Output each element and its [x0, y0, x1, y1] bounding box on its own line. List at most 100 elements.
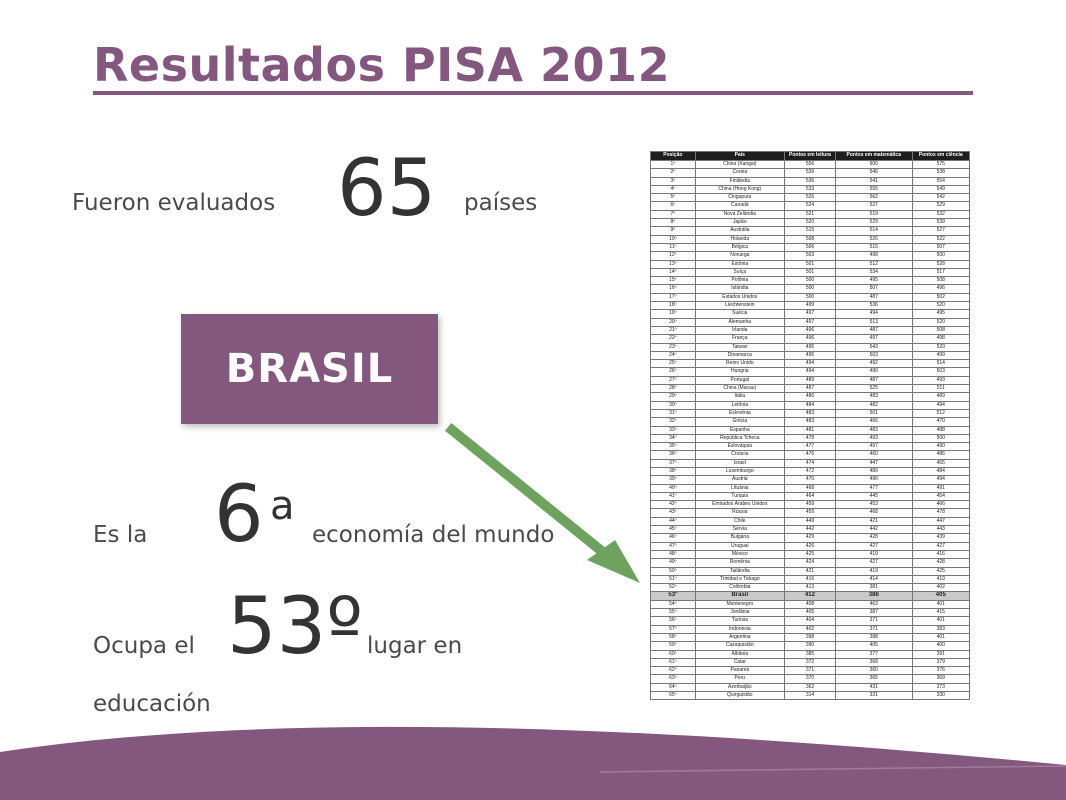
table-cell: 447: [911, 516, 971, 527]
table-row: 21º Irlanda 496 487 508: [650, 325, 971, 336]
table-row: 45º Sérvia 442 442 443: [650, 525, 971, 535]
table-cell: China (Macau): [694, 383, 785, 394]
table-cell: 532: [911, 209, 971, 220]
table-cell: 472: [783, 466, 837, 477]
table-cell: 496: [911, 284, 971, 294]
table-cell: 425: [783, 549, 837, 560]
table-row: 49º Romênia 424 427 428: [650, 558, 971, 568]
table-cell: 539: [783, 168, 837, 178]
table-cell: Japão: [694, 218, 785, 228]
table-cell: 556: [783, 159, 837, 170]
table-cell: 498: [911, 334, 971, 344]
table-cell: 501: [783, 267, 837, 278]
table-row: 4º China (Hong Kong) 533 555 549: [650, 184, 971, 195]
table-cell: 402: [783, 624, 837, 634]
table-row: 55º Jordânia 405 387 415: [650, 608, 971, 618]
table-cell: 489: [783, 375, 837, 386]
table-cell: Jordânia: [694, 608, 785, 618]
table-row: 48º México 425 419 416: [650, 549, 971, 560]
table-cell: Letônia: [694, 400, 785, 410]
table-row: 65º Quirguistão 314 331 330: [650, 690, 971, 701]
table-cell: 488: [911, 425, 971, 435]
table-row: 10º Holanda 508 526 522: [650, 234, 971, 244]
table-cell: 497: [783, 309, 837, 319]
table-cell: Montenegro: [694, 599, 785, 610]
table-row: 26º Hungria 494 490 503: [650, 367, 971, 377]
table-cell: Holanda: [694, 234, 785, 244]
table-cell: 439: [911, 533, 971, 543]
table-cell: 474: [783, 458, 837, 469]
table-cell: Áustria: [694, 475, 785, 485]
table-cell: Colômbia: [694, 583, 785, 593]
table-cell: 383: [911, 624, 971, 634]
table-cell: 443: [911, 525, 971, 535]
table-cell: 459: [783, 500, 837, 510]
table-row: 5º Cingapura 526 562 542: [650, 193, 971, 203]
table-row: 9º Austrália 515 514 527: [650, 226, 971, 236]
table-cell: 491: [911, 483, 971, 493]
table-cell: Portugal: [694, 375, 785, 386]
table-cell: Tunísia: [694, 616, 785, 626]
table-cell: China (Hong Kong): [694, 184, 785, 195]
table-row: 13º Estônia 501 512 528: [650, 259, 971, 269]
table-cell: 468: [783, 483, 837, 493]
table-row: 28º China (Macau) 487 525 511: [650, 383, 971, 394]
table-cell: 501: [783, 259, 837, 269]
table-cell: Estados Unidos: [694, 292, 785, 303]
table-cell: 425: [911, 566, 971, 576]
table-cell: 521: [783, 209, 837, 220]
education-rank: 53º: [227, 582, 364, 672]
economy-rank-superscript: a: [270, 483, 295, 529]
table-cell: 514: [911, 359, 971, 369]
table-cell: 398: [783, 632, 837, 643]
table-cell: 426: [783, 541, 837, 551]
table-row: 18º Liechtenstein 499 536 520: [650, 301, 971, 311]
table-cell: 330: [911, 690, 971, 701]
table-cell: Finlândia: [694, 176, 785, 186]
title-underline: [93, 91, 973, 95]
wave-line: [599, 765, 1066, 773]
table-cell: 489: [911, 392, 971, 402]
table-cell: 421: [783, 566, 837, 576]
table-cell: Bulgária: [694, 533, 785, 543]
table-cell: 410: [911, 574, 971, 585]
table-cell: Israel: [694, 458, 785, 469]
table-row: 42º Emirados Árabes Unidos 459 453 466: [650, 500, 971, 510]
table-cell: 536: [783, 176, 837, 186]
table-cell: Hungria: [694, 367, 785, 377]
table-row: 39º Áustria 470 496 494: [650, 475, 971, 485]
table-row: 17º Estados Unidos 500 487 502: [650, 292, 971, 303]
education-prefix: Ocupa el: [93, 633, 195, 659]
table-cell: 412: [783, 591, 837, 601]
economy-rank: 6: [214, 470, 264, 560]
table-cell: 449: [783, 516, 837, 527]
table-cell: Polônia: [694, 276, 785, 286]
table-cell: 500: [911, 433, 971, 444]
table-row: 57º Indonésia 402 371 383: [650, 624, 971, 634]
table-cell: Peru: [694, 674, 785, 684]
table-cell: Tailândia: [694, 566, 785, 576]
table-row: 25º Reino Unido 494 492 514: [650, 359, 971, 369]
table-cell: 405: [911, 591, 971, 601]
table-row: 24º Dinamarca 495 503 499: [650, 350, 971, 361]
table-cell: 500: [783, 292, 837, 303]
table-cell: 500: [783, 276, 837, 286]
table-cell: 520: [911, 342, 971, 352]
table-row: 31º Eslovênia 483 501 512: [650, 408, 971, 419]
table-row: 44º Chile 449 421 447: [650, 516, 971, 527]
table-cell: Austrália: [694, 226, 785, 236]
table-cell: 496: [783, 325, 837, 336]
table-cell: 405: [783, 608, 837, 618]
table-cell: Cazaquistão: [694, 641, 785, 651]
table-cell: 455: [911, 458, 971, 469]
table-cell: 496: [783, 334, 837, 344]
table-cell: 508: [783, 234, 837, 244]
table-row: 35º Eslováquia 477 497 490: [650, 442, 971, 452]
table-cell: 512: [911, 408, 971, 419]
education-suffix-line2: educación: [93, 691, 211, 717]
table-row: 56º Tunísia 404 371 401: [650, 616, 971, 626]
table-cell: Uruguai: [694, 541, 785, 551]
table-cell: Canadá: [694, 201, 785, 211]
table-cell: 369: [911, 674, 971, 684]
